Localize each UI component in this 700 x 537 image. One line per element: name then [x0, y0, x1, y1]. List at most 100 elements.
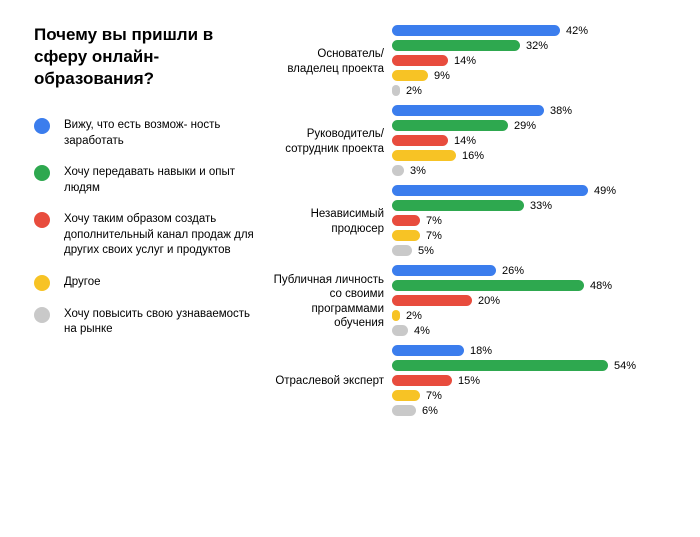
bar-row: 54% — [392, 359, 670, 372]
bar — [392, 120, 508, 131]
bars-area: 49% 33% 7% 7% 5% — [392, 184, 670, 259]
bar — [392, 310, 400, 321]
bar — [392, 150, 456, 161]
bar — [392, 40, 520, 51]
bar-value-label: 4% — [414, 325, 430, 337]
bar — [392, 215, 420, 226]
bar-row: 18% — [392, 344, 670, 357]
bar — [392, 325, 408, 336]
legend-dot-icon — [34, 165, 50, 181]
chart-group: Отраслевой эксперт 18% 54% 15% 7% 6% — [272, 344, 670, 419]
bar-row: 9% — [392, 69, 670, 82]
bar — [392, 265, 496, 276]
chart-group: Публичная личность со своими программами… — [272, 264, 670, 339]
bar-value-label: 14% — [454, 55, 476, 67]
bar-value-label: 7% — [426, 390, 442, 402]
bar-value-label: 38% — [550, 105, 572, 117]
bar-value-label: 2% — [406, 310, 422, 322]
legend-dot-icon — [34, 118, 50, 134]
bar — [392, 345, 464, 356]
bar-value-label: 20% — [478, 295, 500, 307]
bar-row: 7% — [392, 229, 670, 242]
legend-dot-icon — [34, 275, 50, 291]
left-column: Почему вы пришли в сферу онлайн-образова… — [34, 24, 254, 527]
legend-item: Хочу передавать навыки и опыт людям — [34, 165, 254, 196]
bar-value-label: 54% — [614, 360, 636, 372]
bar — [392, 25, 560, 36]
chart-group: Основатель/ владелец проекта42%32%14%9%2… — [272, 24, 670, 99]
legend: Вижу, что есть возмож- ность заработать Х… — [34, 118, 254, 338]
group-label: Отраслевой эксперт — [272, 374, 384, 388]
bar-value-label: 15% — [458, 375, 480, 387]
bar — [392, 405, 416, 416]
bar-value-label: 32% — [526, 40, 548, 52]
bar-value-label: 18% — [470, 345, 492, 357]
chart-container: Почему вы пришли в сферу онлайн-образова… — [34, 24, 670, 527]
bar — [392, 70, 428, 81]
bar — [392, 185, 588, 196]
bar-row: 20% — [392, 294, 670, 307]
bar-row: 14% — [392, 134, 670, 147]
bar-value-label: 26% — [502, 265, 524, 277]
legend-label: Хочу таким образом создать дополнительны… — [64, 212, 254, 259]
bar-row: 42% — [392, 24, 670, 37]
bar-row: 15% — [392, 374, 670, 387]
bar-row: 2% — [392, 84, 670, 97]
bar — [392, 85, 400, 96]
chart-area: Основатель/ владелец проекта42%32%14%9%2… — [272, 24, 670, 527]
legend-item: Вижу, что есть возмож- ность заработать — [34, 118, 254, 149]
legend-item: Хочу повысить свою узнаваемость на рынке — [34, 307, 254, 338]
bar — [392, 135, 448, 146]
bar-value-label: 7% — [426, 230, 442, 242]
legend-dot-icon — [34, 212, 50, 228]
bar-row: 33% — [392, 199, 670, 212]
bar — [392, 375, 452, 386]
bar-row: 4% — [392, 324, 670, 337]
bar-value-label: 2% — [406, 85, 422, 97]
bar-value-label: 48% — [590, 280, 612, 292]
bar-value-label: 33% — [530, 200, 552, 212]
bars-area: 18% 54% 15% 7% 6% — [392, 344, 670, 419]
bar-row: 3% — [392, 164, 670, 177]
bar-value-label: 29% — [514, 120, 536, 132]
bar-row: 48% — [392, 279, 670, 292]
bar-value-label: 7% — [426, 215, 442, 227]
bar — [392, 295, 472, 306]
group-label: Независимый продюсер — [272, 207, 384, 236]
legend-item: Другое — [34, 275, 254, 291]
bar-row: 29% — [392, 119, 670, 132]
legend-label: Другое — [64, 275, 101, 291]
bar-value-label: 3% — [410, 165, 426, 177]
bar — [392, 360, 608, 371]
bar — [392, 55, 448, 66]
bar — [392, 230, 420, 241]
bar-value-label: 49% — [594, 185, 616, 197]
group-label: Руководитель/ сотрудник проекта — [272, 127, 384, 156]
bar-row: 14% — [392, 54, 670, 67]
legend-label: Вижу, что есть возмож- ность заработать — [64, 118, 254, 149]
bar — [392, 390, 420, 401]
chart-group: Независимый продюсер 49% 33% 7% 7% 5% — [272, 184, 670, 259]
bar-row: 2% — [392, 309, 670, 322]
bars-area: 42% 32% 14% 9% 2% — [392, 24, 670, 99]
bar-value-label: 6% — [422, 405, 438, 417]
bar — [392, 165, 404, 176]
bar — [392, 280, 584, 291]
bar-value-label: 42% — [566, 25, 588, 37]
bars-area: 38% 29% 14% 16% 3% — [392, 104, 670, 179]
legend-label: Хочу повысить свою узнаваемость на рынке — [64, 307, 254, 338]
legend-dot-icon — [34, 307, 50, 323]
bars-area: 26% 48% 20% 2% 4% — [392, 264, 670, 339]
bar-value-label: 9% — [434, 70, 450, 82]
bar-row: 7% — [392, 389, 670, 402]
bar-row: 16% — [392, 149, 670, 162]
bar-value-label: 5% — [418, 245, 434, 257]
bar-row: 5% — [392, 244, 670, 257]
bar-value-label: 14% — [454, 135, 476, 147]
legend-label: Хочу передавать навыки и опыт людям — [64, 165, 254, 196]
group-label: Публичная личность со своими программами… — [272, 273, 384, 331]
bar-row: 7% — [392, 214, 670, 227]
bar — [392, 200, 524, 211]
chart-title: Почему вы пришли в сферу онлайн-образова… — [34, 24, 254, 90]
bar-row: 6% — [392, 404, 670, 417]
